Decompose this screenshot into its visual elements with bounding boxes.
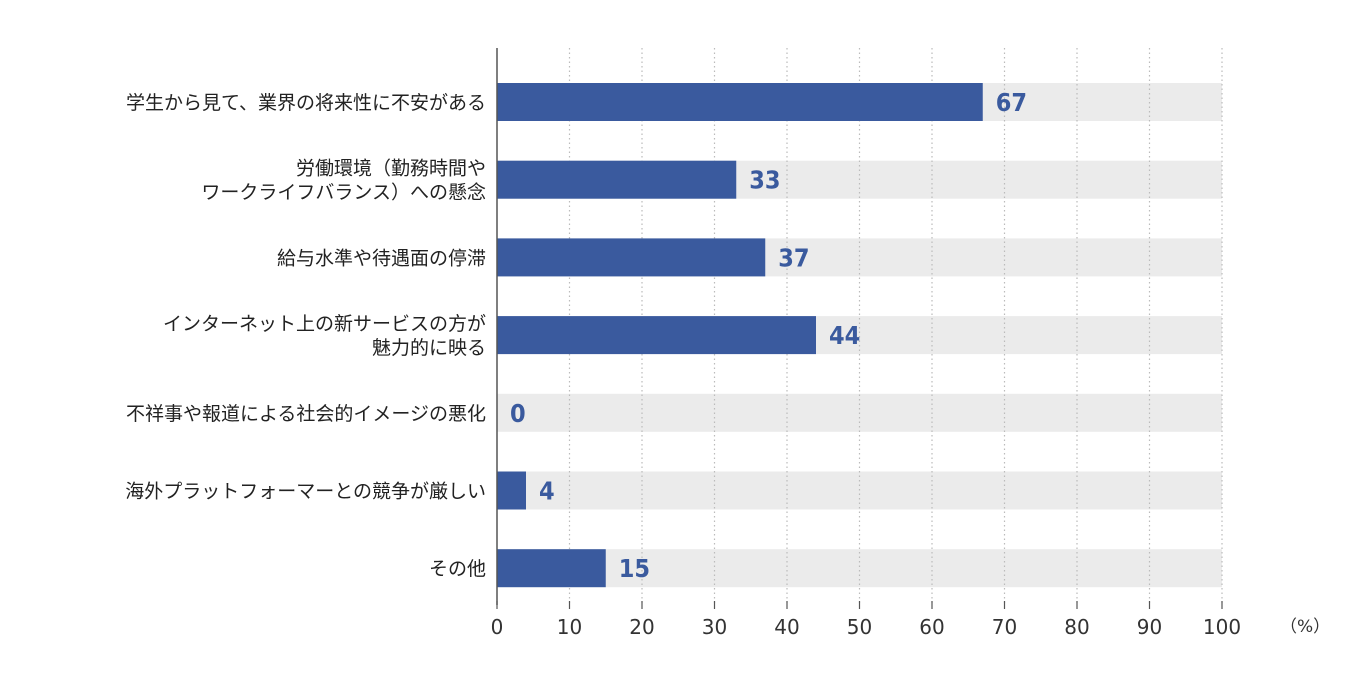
category-label-line: 労働環境（勤務時間や [296, 158, 486, 180]
category-label-line: 魅力的に映る [372, 337, 486, 359]
value-label: 37 [778, 243, 809, 272]
tick-label: 60 [919, 615, 944, 639]
category-label: その他 [429, 558, 486, 580]
tick-label: 20 [629, 615, 654, 639]
category-label-line: 給与水準や待遇面の停滞 [277, 247, 486, 269]
x-axis [496, 48, 1223, 609]
category-label-line: 不祥事や報道による社会的イメージの悪化 [126, 403, 486, 425]
tick-label: 0 [491, 615, 504, 639]
category-labels: 学生から見て、業界の将来性に不安がある労働環境（勤務時間やワークライフバランス）… [125, 92, 486, 580]
tick-label: 70 [992, 615, 1017, 639]
gridlines [568, 48, 1223, 605]
category-label-line: 海外プラットフォーマーとの競争が厳しい [125, 481, 486, 503]
category-label: 学生から見て、業界の将来性に不安がある [126, 92, 486, 114]
category-label-line: その他 [429, 558, 486, 580]
bar [497, 83, 983, 121]
bar [497, 549, 606, 588]
value-label: 44 [829, 321, 860, 350]
category-label-line: ワークライフバランス）への懸念 [201, 181, 486, 204]
value-label: 15 [619, 554, 650, 583]
tick-label: 90 [1137, 615, 1162, 639]
tick-label: 80 [1064, 615, 1089, 639]
tick-label: 50 [847, 615, 872, 639]
tick-label: 100 [1203, 615, 1241, 639]
value-labels: 67 33 37 44 0 4 15 [510, 88, 1027, 583]
bar [497, 160, 737, 199]
tick-label: 40 [774, 615, 799, 639]
category-label: 給与水準や待遇面の停滞 [277, 247, 486, 269]
category-label: 労働環境（勤務時間やワークライフバランス）への懸念 [201, 158, 486, 204]
category-label-line: 学生から見て、業界の将来性に不安がある [126, 92, 486, 114]
value-label: 0 [510, 399, 526, 428]
bar-track [497, 549, 1222, 588]
bar [497, 316, 816, 355]
unit-label: （%） [1280, 617, 1330, 637]
bars [497, 83, 983, 588]
value-label: 67 [996, 88, 1027, 117]
tick-label: 30 [702, 615, 727, 639]
category-label-line: インターネット上の新サービスの方が [163, 313, 486, 335]
bar [497, 238, 766, 277]
category-label: インターネット上の新サービスの方が魅力的に映る [163, 313, 486, 359]
value-label: 4 [539, 477, 555, 506]
category-label: 不祥事や報道による社会的イメージの悪化 [126, 403, 486, 425]
bar [497, 471, 526, 510]
tick-label: 10 [557, 615, 582, 639]
value-label: 33 [749, 166, 780, 195]
tick-labels: 0 10 20 30 40 50 60 70 80 90 100 [491, 615, 1241, 639]
category-label: 海外プラットフォーマーとの競争が厳しい [125, 481, 486, 503]
